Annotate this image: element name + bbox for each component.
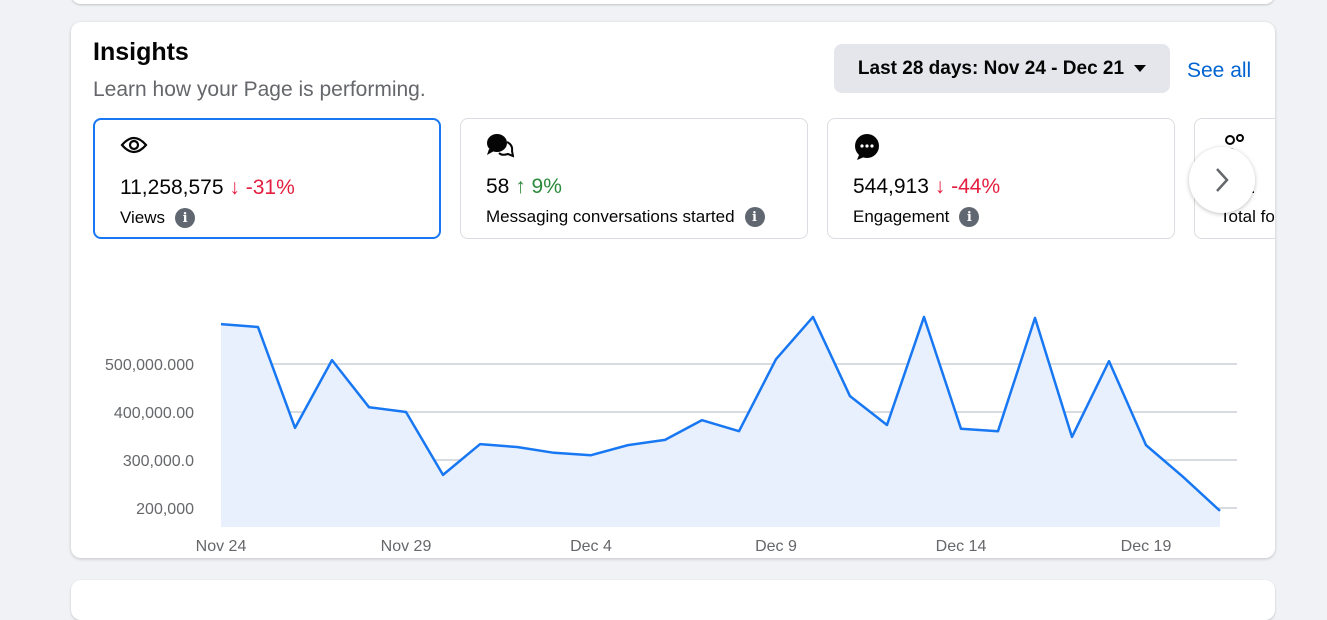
eye-icon — [120, 134, 148, 161]
y-tick-label: 300,000.0 — [123, 453, 194, 470]
metric-label: Engagement — [853, 207, 949, 227]
date-range-label: Last 28 days: Nov 24 - Dec 21 — [858, 58, 1124, 80]
caret-down-icon — [1134, 65, 1146, 72]
next-card — [71, 580, 1275, 620]
next-button[interactable] — [1189, 147, 1255, 213]
metric-change: ↓ -44% — [935, 175, 1000, 198]
metric-label: Views — [120, 208, 165, 228]
x-tick-label: Nov 29 — [381, 538, 432, 555]
info-icon[interactable]: i — [959, 207, 979, 227]
x-tick-label: Dec 9 — [755, 538, 797, 555]
info-icon[interactable]: i — [745, 207, 765, 227]
metric-value: 58 — [486, 175, 509, 198]
insights-card: Insights Learn how your Page is performi… — [71, 22, 1275, 558]
metric-change: ↓ -31% — [229, 176, 294, 199]
page-title: Insights — [93, 38, 189, 67]
info-icon[interactable]: i — [175, 208, 195, 228]
metric-change-value: 9% — [532, 175, 562, 198]
y-tick-label: 500,000.000 — [105, 357, 194, 374]
chat-dots-icon — [853, 133, 881, 166]
metric-change: ↑ 9% — [515, 175, 562, 198]
subtitle: Learn how your Page is performing. — [93, 78, 426, 102]
metric-label: Messaging conversations started — [486, 207, 735, 227]
y-tick-label: 400,000.00 — [114, 405, 194, 422]
area-fill — [221, 317, 1220, 527]
metric-value: 544,913 — [853, 175, 929, 198]
chevron-right-icon — [1212, 166, 1232, 194]
metric-change-value: -31% — [246, 176, 295, 199]
see-all-link[interactable]: See all — [1187, 59, 1251, 83]
x-tick-label: Nov 24 — [196, 538, 247, 555]
previous-card — [71, 0, 1275, 4]
x-tick-label: Dec 4 — [570, 538, 612, 555]
x-tick-label: Dec 14 — [936, 538, 987, 555]
metric-card-messaging-conversations-started[interactable]: 58 ↑ 9% Messaging conversations started i — [460, 118, 808, 239]
metric-value: 11,258,575 — [120, 176, 224, 199]
chat-bubbles-icon — [486, 133, 514, 164]
metric-change-value: -44% — [951, 175, 1000, 198]
x-tick-label: Dec 19 — [1121, 538, 1172, 555]
date-range-dropdown[interactable]: Last 28 days: Nov 24 - Dec 21 — [834, 44, 1170, 93]
y-tick-label: 200,000 — [136, 501, 194, 518]
views-chart: 200,000 300,000.0 400,000.00 500,000.000 Nov… — [71, 262, 1275, 558]
metric-card-engagement[interactable]: 544,913 ↓ -44% Engagement i — [827, 118, 1175, 239]
